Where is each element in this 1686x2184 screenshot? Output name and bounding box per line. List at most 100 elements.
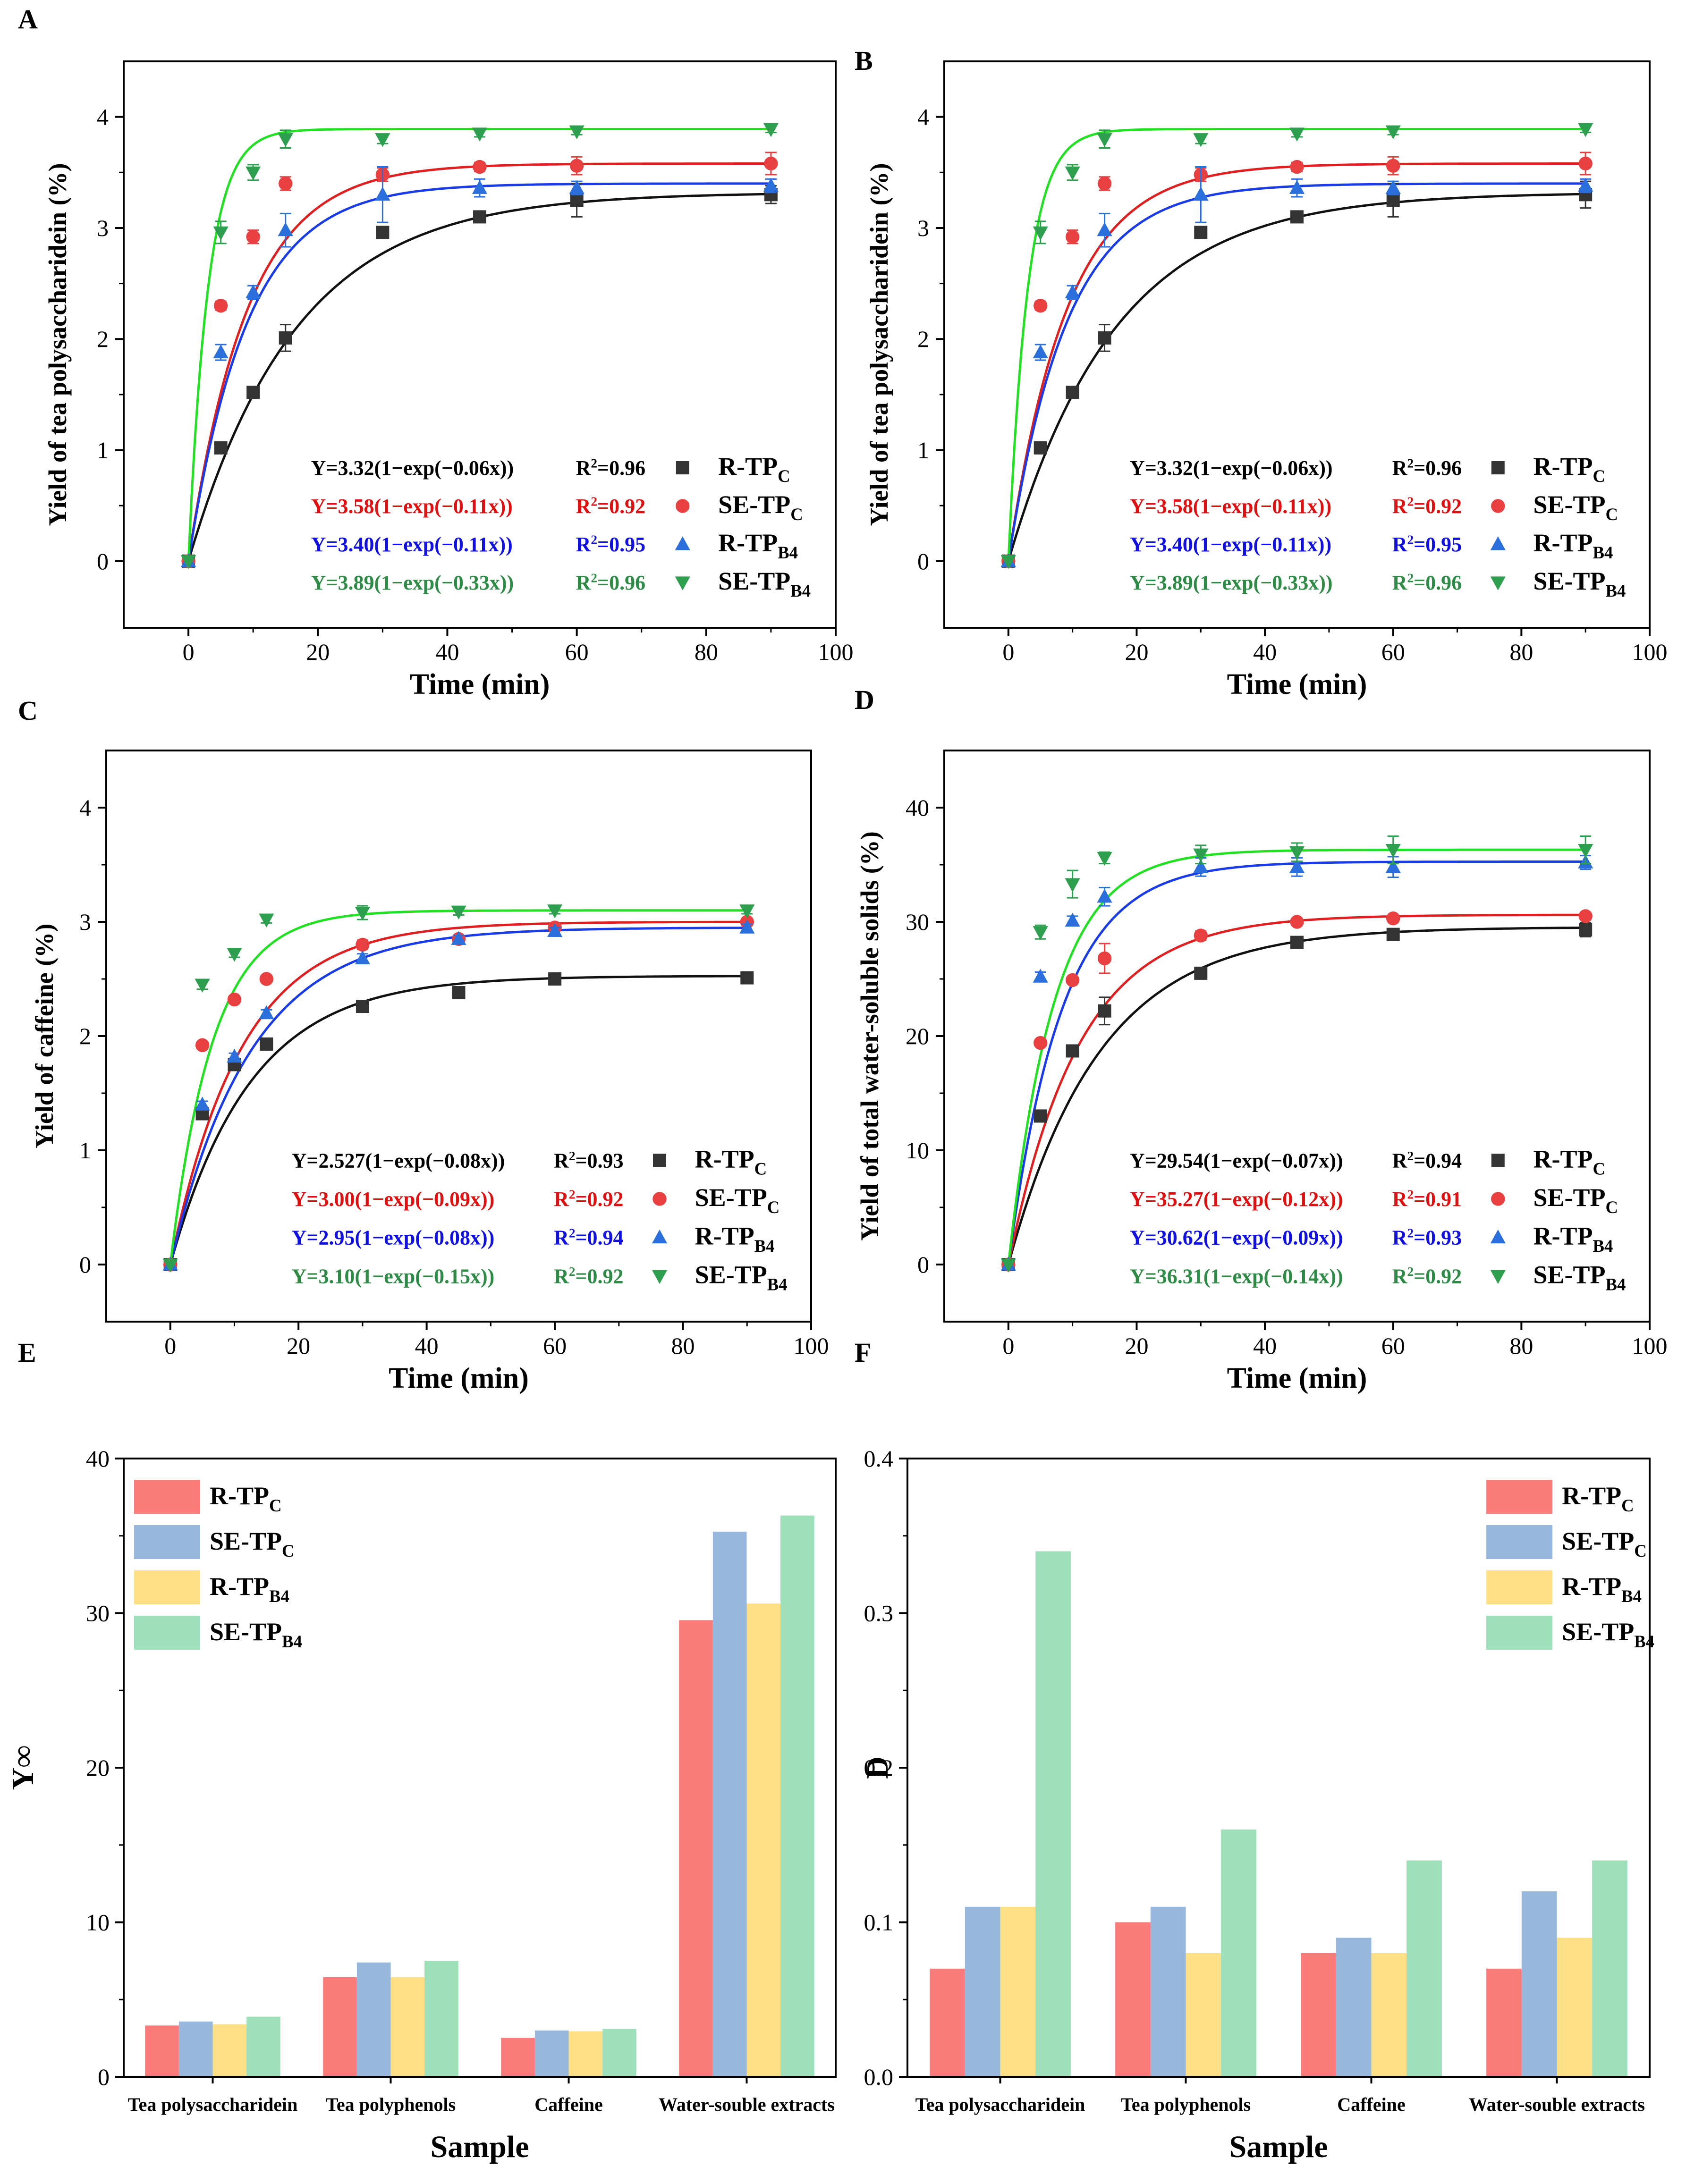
legend-label-rtpc: R-TPC [1533, 452, 1605, 486]
data-point-setpb4 [355, 907, 371, 921]
fit-equation-rtpc: Y=2.527(1−exp(−0.08x)) [292, 1149, 505, 1172]
fit-equation-rtpb4: Y=30.62(1−exp(−0.09x)) [1130, 1226, 1343, 1249]
bar-rtpc [501, 2038, 535, 2077]
r-squared-rtpc: R2=0.94 [1392, 1149, 1462, 1172]
bar-rtpc [1115, 1922, 1151, 2077]
legend-label-rtpb4: R-TPB4 [1533, 1222, 1613, 1256]
data-point-setpb4 [472, 127, 488, 142]
legend-marker-rtpb4 [675, 536, 690, 550]
x-tick-label: 20 [287, 1332, 310, 1359]
data-point-rtpb4 [1033, 969, 1048, 983]
legend-label-setpc: SE-TPC [1562, 1527, 1647, 1560]
legend-marker-rtpb4 [1490, 536, 1506, 550]
x-axis-title: Time (min) [389, 1362, 529, 1394]
bar-rtpc [679, 1620, 713, 2077]
bar-setpb4 [1592, 1860, 1627, 2077]
legend-marker-setpb4 [652, 1270, 668, 1284]
data-point-rtpb4 [1193, 859, 1209, 873]
legend-marker-rtpc [676, 461, 689, 474]
bar-rtpc [1486, 1968, 1522, 2077]
bar-rtpb4 [568, 2031, 603, 2077]
x-tick-label: 40 [435, 639, 459, 665]
fit-equation-setpc: Y=3.58(1−exp(−0.11x)) [1130, 495, 1331, 518]
panel-label-C: C [18, 695, 38, 726]
data-point-rtpb4 [1289, 180, 1305, 194]
data-point-setpc [1578, 156, 1593, 171]
bar-rtpc [1301, 1953, 1336, 2077]
bar-rtpb4 [1186, 1953, 1221, 2077]
bar-rtpb4 [1371, 1953, 1407, 2077]
bar-setpb4 [424, 1961, 458, 2077]
data-point-setpc [213, 298, 228, 313]
legend-label-setpb4: SE-TPB4 [1562, 1618, 1654, 1651]
y-tick-label: 10 [86, 1909, 110, 1936]
x-axis-title: Time (min) [410, 668, 550, 700]
data-point-setpc [227, 992, 242, 1007]
data-point-setpc [1290, 915, 1304, 929]
legend-marker-setpc [652, 1192, 667, 1206]
legend-label-rtpc: R-TPC [1533, 1145, 1605, 1178]
data-point-setpc [195, 1038, 210, 1053]
data-point-setpc [1194, 928, 1208, 943]
y-tick-label: 1 [79, 1137, 91, 1164]
x-tick-label: 60 [1381, 1332, 1405, 1359]
x-tick-label: 80 [671, 1332, 695, 1359]
data-point-rtpb4 [375, 186, 390, 201]
x-tick-label: 20 [306, 639, 330, 665]
y-tick-label: 10 [906, 1137, 929, 1164]
plot-frame-A [123, 60, 837, 629]
y-axis-title: Y∞ [6, 1746, 40, 1790]
y-tick-label: 1 [97, 437, 109, 464]
data-point-rtpb4 [472, 180, 488, 194]
y-tick-label: 0.1 [864, 1909, 894, 1936]
data-point-setpc [356, 937, 370, 952]
y-axis-title: Yield of caffeine (%) [30, 924, 59, 1148]
y-tick-label: 0 [917, 548, 929, 574]
x-tick-label: 20 [1125, 639, 1148, 665]
legend-label-rtpb4: R-TPB4 [210, 1572, 289, 1606]
legend-label-setpc: SE-TPC [718, 490, 803, 524]
fit-curve-rtpc [1007, 926, 1586, 1265]
fit-equation-rtpc: Y=3.32(1−exp(−0.06x)) [311, 456, 514, 480]
legend-label-setpb4: SE-TPB4 [695, 1260, 788, 1294]
bar-setpc [1336, 1938, 1372, 2077]
data-point-setpc [1065, 973, 1080, 987]
x-tick-label: 0 [164, 1332, 176, 1359]
bar-setpb4 [780, 1515, 814, 2077]
bar-setpb4 [1035, 1551, 1071, 2077]
data-point-rtpc [279, 331, 292, 345]
y-tick-label: 0.0 [864, 2064, 894, 2090]
x-tick-label: 80 [1509, 639, 1533, 665]
data-point-rtpc [1194, 966, 1208, 980]
data-point-rtpc [260, 1037, 273, 1051]
data-point-setpb4 [1578, 843, 1593, 858]
bar-setpc [1150, 1906, 1186, 2077]
r-squared-setpb4: R2=0.96 [1392, 571, 1462, 594]
data-point-setpc [1097, 951, 1112, 966]
fit-curve-setpc [1007, 913, 1586, 1265]
category-label: Water-souble extracts [1469, 2094, 1645, 2115]
data-point-rtpb4 [1193, 186, 1209, 201]
plot-frame-C [105, 750, 812, 1323]
x-tick-label: 0 [1002, 1332, 1014, 1359]
legend-marker-rtpb4 [652, 1229, 668, 1244]
data-point-rtpb4 [278, 222, 293, 236]
bar-setpc [1521, 1891, 1557, 2077]
legend-label-setpb4: SE-TPB4 [1533, 1260, 1626, 1294]
data-point-setpb4 [1289, 127, 1305, 142]
data-point-setpc [246, 230, 260, 244]
legend-label-setpb4: SE-TPB4 [1533, 567, 1626, 600]
legend-marker-setpc [1491, 499, 1505, 513]
r-squared-rtpb4: R2=0.93 [1392, 1226, 1462, 1249]
data-point-rtpc [246, 386, 260, 399]
legend-label-setpc: SE-TPC [1533, 490, 1618, 524]
panel-E: 0 10 20 30 40 Tea polysaccharidein Tea polyphe… [6, 1445, 835, 2164]
legend-marker-setpb4 [675, 576, 690, 590]
fit-curve-setpb4 [169, 909, 747, 1265]
data-point-rtpc [1579, 923, 1593, 936]
data-point-rtpc [473, 210, 486, 224]
bar-rtpb4 [390, 1977, 425, 2077]
data-point-rtpb4 [246, 284, 261, 299]
y-tick-label: 3 [79, 909, 91, 935]
panel-B: 0 20 40 60 80 100 0 1 2 3 4 Time (min) Yield of tea … [865, 104, 1668, 700]
